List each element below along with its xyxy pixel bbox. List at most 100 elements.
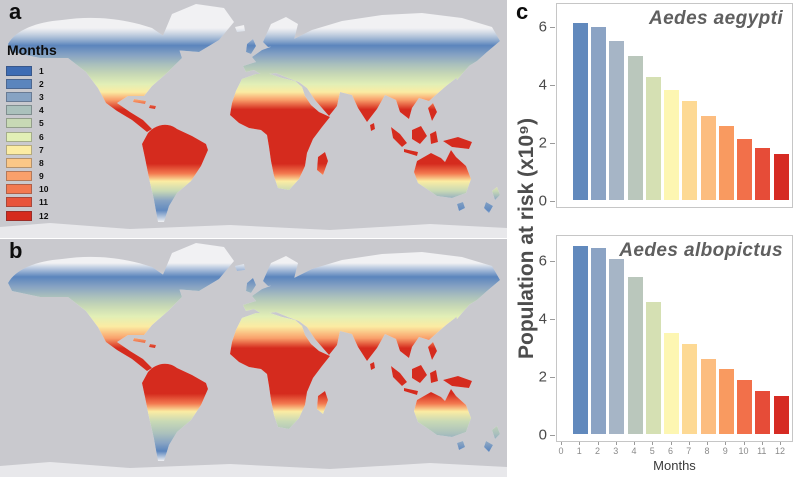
map-panel-b: b <box>0 239 507 477</box>
bar-month-10 <box>737 139 752 200</box>
legend-items: 1 2 3 4 5 6 7 8 9 10 11 12 <box>6 64 57 222</box>
legend-item-month-3: 3 <box>6 90 57 103</box>
y-tick-mark <box>550 319 555 320</box>
legend-label: 6 <box>39 131 44 142</box>
bar-month-2 <box>591 27 606 200</box>
legend-swatch <box>6 78 32 89</box>
chart-title-aegypti: Aedes aegypti <box>648 8 783 29</box>
legend-item-month-12: 12 <box>6 209 57 222</box>
legend-label: 1 <box>39 65 44 76</box>
legend-swatch <box>6 118 32 129</box>
plot-area-aegypti: Aedes aegypti <box>556 3 793 208</box>
legend-swatch <box>6 157 32 168</box>
y-tick-label: 0 <box>538 192 547 210</box>
x-tick-label: 8 <box>704 446 710 456</box>
bar-month-11 <box>755 390 771 434</box>
bar-month-7 <box>682 101 698 200</box>
x-tick-mark <box>688 442 690 445</box>
bar-month-7 <box>682 344 698 434</box>
y-tick-mark <box>550 261 555 262</box>
bar-month-5 <box>645 302 661 434</box>
legend-swatch <box>6 105 32 116</box>
charts-column: c Population at risk (x10⁹) Aedes aegypt… <box>513 0 800 477</box>
legend-swatch <box>6 91 32 102</box>
x-tick-label: 1 <box>576 446 582 456</box>
months-legend: Months 1 2 3 4 5 6 7 8 9 10 11 12 <box>6 42 57 222</box>
x-tick-mark <box>561 442 562 445</box>
bar-month-5 <box>645 76 661 200</box>
legend-swatch <box>6 210 32 221</box>
x-tick-mark <box>725 442 727 445</box>
legend-label: 4 <box>39 105 44 116</box>
panel-label-a: a <box>9 0 22 24</box>
x-tick-mark <box>780 442 781 445</box>
bar-month-2 <box>591 248 606 434</box>
x-tick-mark <box>615 442 617 445</box>
y-tick-mark <box>550 435 555 436</box>
legend-item-month-9: 9 <box>6 170 57 183</box>
y-tick-mark <box>550 377 555 378</box>
bar-month-6 <box>664 89 679 200</box>
bar-month-9 <box>718 368 734 434</box>
x-tick-label: 11 <box>757 446 767 456</box>
legend-item-month-11: 11 <box>6 196 57 209</box>
legend-swatch <box>6 131 32 142</box>
x-tick-mark <box>707 442 708 445</box>
x-tick-mark <box>597 442 599 445</box>
legend-item-month-8: 8 <box>6 156 57 169</box>
x-tick-mark <box>761 442 763 445</box>
legend-label: 3 <box>39 91 44 102</box>
y-tick-label: 4 <box>538 310 547 328</box>
legend-label: 10 <box>39 184 49 195</box>
y-tick-mark <box>550 85 555 86</box>
x-tick-label: 2 <box>594 446 600 456</box>
legend-item-month-6: 6 <box>6 130 57 143</box>
x-tick-mark <box>579 442 581 445</box>
legend-swatch <box>6 171 32 182</box>
x-tick-label: 4 <box>631 446 637 456</box>
bar-month-8 <box>700 358 716 434</box>
y-axis-label: Population at risk (x10⁹) <box>515 117 538 360</box>
legend-label: 5 <box>39 118 44 129</box>
y-tick-label: 2 <box>538 134 547 152</box>
legend-label: 11 <box>39 197 48 208</box>
panel-label-c: c <box>516 0 529 24</box>
legend-label: 8 <box>39 157 44 168</box>
bar-month-4 <box>627 56 643 200</box>
bar-month-9 <box>718 126 734 200</box>
x-tick-label: 5 <box>649 446 655 456</box>
x-tick-mark <box>743 442 745 445</box>
legend-label: 9 <box>39 171 44 182</box>
bar-month-4 <box>627 277 643 434</box>
y-tick-label: 2 <box>538 368 547 386</box>
bar-month-11 <box>755 147 771 200</box>
legend-item-month-10: 10 <box>6 183 57 196</box>
legend-item-month-4: 4 <box>6 104 57 117</box>
plot-area-albopictus: Aedes albopictus <box>556 235 793 442</box>
bar-month-1 <box>572 23 588 200</box>
y-tick-mark <box>550 27 555 28</box>
legend-label: 12 <box>39 210 49 221</box>
legend-title: Months <box>7 42 57 58</box>
legend-item-month-5: 5 <box>6 117 57 130</box>
bar-month-3 <box>609 40 625 200</box>
panel-label-b: b <box>9 238 23 263</box>
legend-label: 2 <box>39 78 44 89</box>
y-tick-label: 6 <box>538 252 547 270</box>
x-tick-mark <box>670 442 672 445</box>
chart-aedes-albopictus: Aedes albopictus Months 0 2 4 6 0 1 2 3 4 5 6 7 8 9 10… <box>539 235 793 473</box>
x-tick-label: 9 <box>722 446 728 456</box>
bar-month-8 <box>700 115 716 200</box>
y-tick-label: 6 <box>538 18 547 36</box>
x-tick-label: 10 <box>738 446 749 456</box>
x-tick-label: 6 <box>667 446 673 456</box>
world-map-albopictus <box>0 239 507 477</box>
bar-month-12 <box>773 153 789 200</box>
bar-month-1 <box>572 245 588 434</box>
bar-month-3 <box>609 258 625 434</box>
bar-month-12 <box>773 396 789 434</box>
x-tick-label: 7 <box>686 446 692 456</box>
bar-month-10 <box>737 380 752 434</box>
y-tick-label: 4 <box>538 76 547 94</box>
